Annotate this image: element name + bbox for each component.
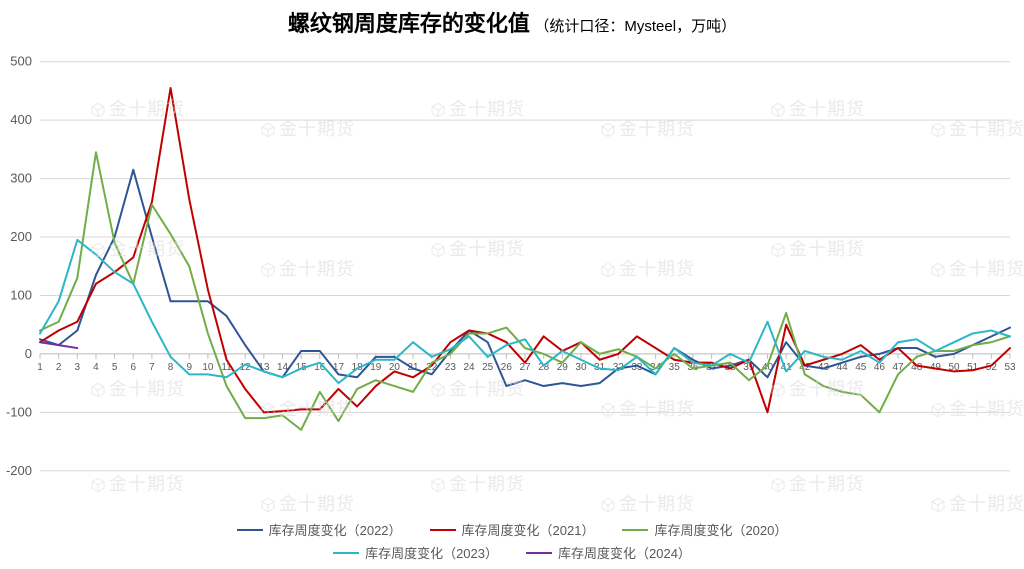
legend-label: 库存周度变化（2020） — [654, 520, 787, 539]
legend-label: 库存周度变化（2024） — [558, 543, 691, 562]
x-tick-label: 23 — [445, 362, 457, 373]
x-tick-label: 6 — [130, 362, 136, 373]
y-tick-label: 500 — [10, 54, 32, 69]
x-tick-label: 45 — [855, 362, 867, 373]
x-tick-label: 48 — [911, 362, 923, 373]
legend-swatch — [526, 552, 552, 554]
x-tick-label: 10 — [202, 362, 214, 373]
series-line — [40, 342, 77, 348]
legend-item: 库存周度变化（2020） — [622, 520, 787, 539]
x-tick-label: 35 — [669, 362, 681, 373]
x-tick-label: 1 — [37, 362, 43, 373]
line-chart: -200-10001002003004005001234567891011121… — [0, 0, 1024, 569]
y-tick-label: 300 — [10, 171, 32, 186]
y-tick-label: -200 — [6, 463, 32, 478]
x-tick-label: 53 — [1004, 362, 1016, 373]
legend-row: 库存周度变化（2023） 库存周度变化（2024） — [0, 543, 1024, 562]
x-tick-label: 24 — [463, 362, 475, 373]
legend-swatch — [237, 529, 263, 531]
x-tick-label: 28 — [538, 362, 550, 373]
x-tick-label: 8 — [168, 362, 174, 373]
legend-swatch — [430, 529, 456, 531]
x-tick-label: 21 — [408, 362, 420, 373]
legend-swatch — [333, 552, 359, 554]
x-tick-label: 30 — [575, 362, 587, 373]
x-tick-label: 19 — [370, 362, 382, 373]
legend-label: 库存周度变化（2021） — [462, 520, 595, 539]
x-tick-label: 5 — [112, 362, 118, 373]
y-tick-label: 200 — [10, 229, 32, 244]
y-tick-label: -100 — [6, 404, 32, 419]
x-tick-label: 17 — [333, 362, 345, 373]
y-tick-label: 100 — [10, 287, 32, 302]
x-tick-label: 3 — [75, 362, 81, 373]
x-tick-label: 7 — [149, 362, 155, 373]
x-tick-label: 25 — [482, 362, 494, 373]
legend: 库存周度变化（2022）库存周度变化（2021）库存周度变化（2020）库存周度… — [0, 520, 1024, 566]
legend-item: 库存周度变化（2021） — [430, 520, 595, 539]
x-tick-label: 26 — [501, 362, 513, 373]
legend-item: 库存周度变化（2022） — [237, 520, 402, 539]
x-tick-label: 4 — [93, 362, 99, 373]
series-line — [40, 152, 1010, 430]
legend-item: 库存周度变化（2023） — [333, 543, 498, 562]
legend-label: 库存周度变化（2023） — [365, 543, 498, 562]
x-tick-label: 2 — [56, 362, 62, 373]
legend-label: 库存周度变化（2022） — [269, 520, 402, 539]
legend-swatch — [622, 529, 648, 531]
legend-item: 库存周度变化（2024） — [526, 543, 691, 562]
y-tick-label: 400 — [10, 112, 32, 127]
legend-row: 库存周度变化（2022） 库存周度变化（2021） 库存周度变化（2020） — [0, 520, 1024, 539]
y-tick-label: 0 — [25, 346, 32, 361]
